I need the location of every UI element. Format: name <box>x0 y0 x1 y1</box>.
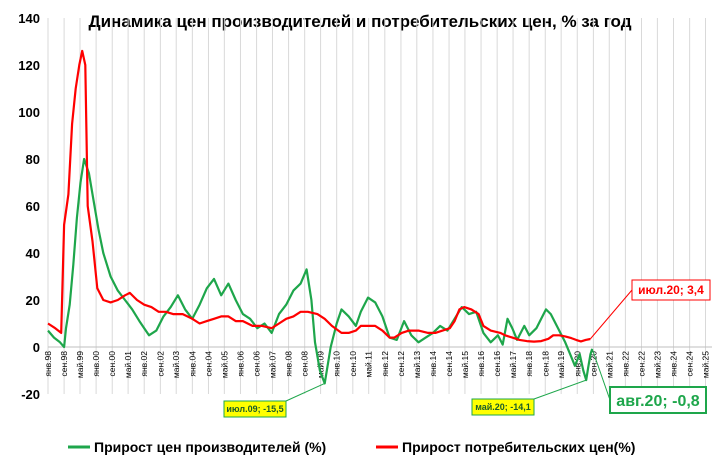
annotation-label: авг.20; -0,8 <box>616 393 699 410</box>
x-tick-label: сен.12 <box>396 351 406 377</box>
legend-label-consumer: Прирост потребительских цен(%) <box>402 439 635 455</box>
x-tick-label: сен.04 <box>203 351 213 377</box>
x-tick-label: сен.24 <box>685 351 695 377</box>
x-tick-label: янв.14 <box>428 351 438 377</box>
annotation-box <box>471 398 535 416</box>
series-line-consumer <box>47 49 591 343</box>
annotation-label: май.20; -14,1 <box>475 402 531 412</box>
chart-title: Динамика цен производителей и потребител… <box>88 12 631 31</box>
x-tick-label: янв.98 <box>43 351 53 377</box>
x-tick-label: янв.18 <box>524 351 534 377</box>
y-tick-label: 100 <box>18 105 40 120</box>
x-tick-label: сен.08 <box>300 351 310 377</box>
annotation-box <box>223 400 287 418</box>
x-tick-label: май.09 <box>316 351 326 378</box>
x-tick-label: сен.98 <box>59 351 69 377</box>
y-tick-label: 0 <box>33 340 40 355</box>
x-tick-label: сен.20 <box>588 351 598 377</box>
x-tick-label: сен.16 <box>492 351 502 377</box>
x-tick-label: сен.14 <box>444 351 454 377</box>
x-tick-label: сен.18 <box>540 351 550 377</box>
x-tick-label: янв.24 <box>669 351 679 377</box>
x-tick-label: май.19 <box>556 351 566 378</box>
x-tick-label: май.03 <box>171 351 181 378</box>
x-tick-label: май.07 <box>267 351 277 378</box>
x-tick-label: май.25 <box>701 351 711 378</box>
x-tick-label: май.05 <box>219 351 229 378</box>
x-tick-label: янв.00 <box>91 351 101 377</box>
y-tick-label: 140 <box>18 11 40 26</box>
annotation-box <box>609 386 707 414</box>
x-tick-label: янв.10 <box>332 351 342 377</box>
annotation-label: июл.09; -15,5 <box>226 404 283 414</box>
x-tick-label: янв.06 <box>235 351 245 377</box>
x-tick-label: сен.02 <box>155 351 165 377</box>
y-tick-label: 20 <box>26 293 40 308</box>
x-tick-label: янв.12 <box>380 351 390 377</box>
x-tick-label: сен.10 <box>348 351 358 377</box>
x-tick-label: сен.00 <box>107 351 117 377</box>
y-tick-label: -20 <box>21 387 40 402</box>
x-tick-label: май.23 <box>652 351 662 378</box>
y-tick-label: 40 <box>26 246 40 261</box>
x-axis: янв.98 сен.98 май.99 янв.00 сен.00 май.01 янв.… <box>43 346 712 378</box>
annotation-leader <box>533 379 587 400</box>
x-tick-label: янв.20 <box>572 351 582 377</box>
x-tick-label: янв.08 <box>284 351 294 377</box>
series-lines <box>47 49 594 385</box>
x-tick-label: сен.06 <box>252 351 262 377</box>
x-tick-label: май.21 <box>604 351 614 378</box>
annotation-leader <box>591 348 611 401</box>
y-tick-label: 120 <box>18 58 40 73</box>
x-tick-label: янв.04 <box>187 351 197 377</box>
x-tick-label: май.01 <box>123 351 133 378</box>
x-tick-label: сен.22 <box>637 351 647 377</box>
annotation-leader <box>285 382 325 402</box>
x-tick-label: май.99 <box>75 351 85 378</box>
y-axis: -20 0 20 40 60 80 100 120 140 <box>18 11 40 402</box>
x-tick-label: янв.16 <box>476 351 486 377</box>
x-tick-label: май.11 <box>364 351 374 378</box>
annotation-label: июл.20; 3,4 <box>638 283 704 297</box>
annotations: июл.20; 3,4 июл.09; -15,5 май.20; -14,1 авг… <box>223 279 711 418</box>
x-tick-label: янв.02 <box>139 351 149 377</box>
y-tick-label: 60 <box>26 199 40 214</box>
annotation-box <box>631 279 711 301</box>
x-tick-label: май.13 <box>412 351 422 378</box>
annotation-leader <box>589 289 633 340</box>
y-tick-label: 80 <box>26 152 40 167</box>
x-tick-label: май.15 <box>460 351 470 378</box>
x-tick-label: май.17 <box>508 351 518 378</box>
series-line-producer <box>47 157 594 385</box>
x-tick-label: янв.22 <box>620 351 630 377</box>
legend-label-producer: Прирост цен производителей (%) <box>94 439 326 455</box>
legend: Прирост цен производителей (%) Прирост п… <box>68 439 635 455</box>
